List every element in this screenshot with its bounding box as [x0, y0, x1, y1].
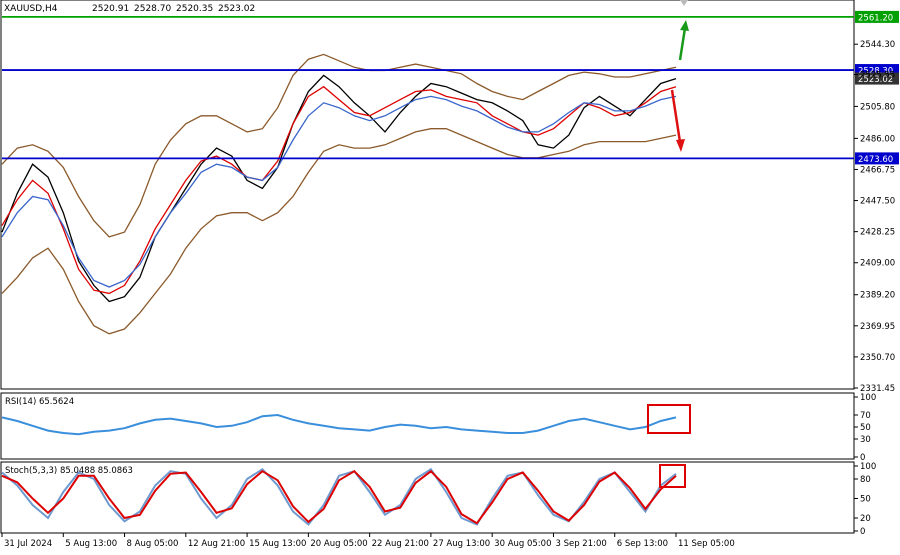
- header-close: 2523.02: [218, 4, 255, 14]
- x-tick-label: 31 Jul 2024: [4, 539, 52, 549]
- level-label-1: 2528.30: [858, 67, 893, 77]
- rsi-axis: 100 70 50 30 0: [854, 393, 876, 463]
- level-badge-0: [855, 10, 899, 23]
- x-tick-label: 12 Aug 21:00: [188, 539, 245, 549]
- level-badge-2: [855, 72, 899, 85]
- x-tick-label: 22 Aug 21:00: [372, 539, 429, 549]
- price-tick-label: 2350.70: [860, 353, 895, 363]
- stoch-series-group: [1, 467, 677, 526]
- x-tick-label: 20 Aug 05:00: [310, 539, 367, 549]
- rsi-series-line-0: [1, 413, 677, 436]
- price-series-line-1: [1, 85, 677, 295]
- rsi-title: RSI(14) 65.5624: [5, 397, 74, 407]
- price-axis: 2544.30 2525.55 2505.80 2486.00 2466.75 2447.…: [854, 40, 895, 394]
- up-arrow-icon: [678, 20, 689, 61]
- price-tick-label: 2466.75: [860, 165, 895, 175]
- time-axis: 31 Jul 2024 5 Aug 13:00 8 Aug 05:00 12 Aug …: [1, 533, 735, 549]
- header-high: 2528.70: [134, 4, 171, 14]
- stoch-series-line-1: [1, 469, 677, 525]
- rsi-tick-label: 0: [860, 453, 865, 463]
- level-label-3: 2473.60: [858, 155, 893, 165]
- price-series-line-2: [1, 95, 677, 288]
- price-tick-label: 2389.20: [860, 291, 895, 301]
- price-panel[interactable]: [0, 0, 855, 390]
- stoch-title: Stoch(5,3,3) 85.0488 85.0863: [5, 466, 133, 476]
- price-tick-label: 2369.95: [860, 322, 895, 332]
- price-tick-label: 2544.30: [860, 40, 895, 50]
- stoch-highlight-box: [659, 464, 686, 488]
- level-badge-3: [855, 152, 899, 165]
- header-open: 2520.91: [92, 4, 129, 14]
- x-tick-label: 6 Sep 13:00: [617, 539, 668, 549]
- stoch-tick-label: 80: [860, 475, 871, 485]
- price-series-line-4: [1, 128, 677, 335]
- price-tick-label: 2331.45: [860, 384, 895, 394]
- level-label-0: 2561.20: [858, 13, 893, 23]
- rsi-tick-label: 100: [860, 393, 876, 403]
- price-series-group: [1, 53, 677, 335]
- x-tick-label: 15 Aug 13:00: [249, 539, 306, 549]
- down-arrow-icon: [670, 89, 685, 152]
- scroll-marker-icon[interactable]: [680, 0, 688, 6]
- x-tick-label: 27 Aug 13:00: [433, 539, 490, 549]
- price-tick-label: 2505.80: [860, 102, 895, 112]
- x-tick-label: 11 Sep 05:00: [678, 539, 735, 549]
- price-series-line-0: [1, 74, 677, 303]
- header-symbol: XAUUSD,H4: [4, 4, 58, 14]
- stoch-tick-label: 50: [860, 495, 871, 505]
- stoch-axis: 100 80 50 20 0: [854, 462, 876, 537]
- rsi-tick-label: 70: [860, 411, 871, 421]
- rsi-panel[interactable]: [0, 392, 855, 460]
- price-tick-label: 2447.50: [860, 197, 895, 207]
- price-tick-label: 2486.00: [860, 134, 895, 144]
- x-tick-label: 8 Aug 05:00: [127, 539, 179, 549]
- stoch-tick-label: 0: [860, 527, 865, 537]
- x-tick-label: 3 Sep 21:00: [555, 539, 606, 549]
- stoch-tick-label: 20: [860, 514, 871, 524]
- rsi-series-group: [1, 413, 677, 436]
- rsi-tick-label: 30: [860, 435, 871, 445]
- stoch-series-line-0: [1, 467, 677, 526]
- x-tick-label: 30 Aug 05:00: [494, 539, 551, 549]
- header-low: 2520.35: [176, 4, 213, 14]
- stoch-tick-label: 100: [860, 462, 876, 472]
- price-tick-label: 2428.25: [860, 228, 895, 238]
- price-series-line-3: [1, 53, 677, 238]
- rsi-highlight-box: [647, 404, 691, 434]
- rsi-tick-label: 50: [860, 423, 871, 433]
- price-tick-label: 2525.55: [860, 70, 895, 80]
- level-label-2: 2523.02: [858, 75, 893, 85]
- price-tick-label: 2409.00: [860, 259, 895, 269]
- x-tick-label: 5 Aug 13:00: [65, 539, 117, 549]
